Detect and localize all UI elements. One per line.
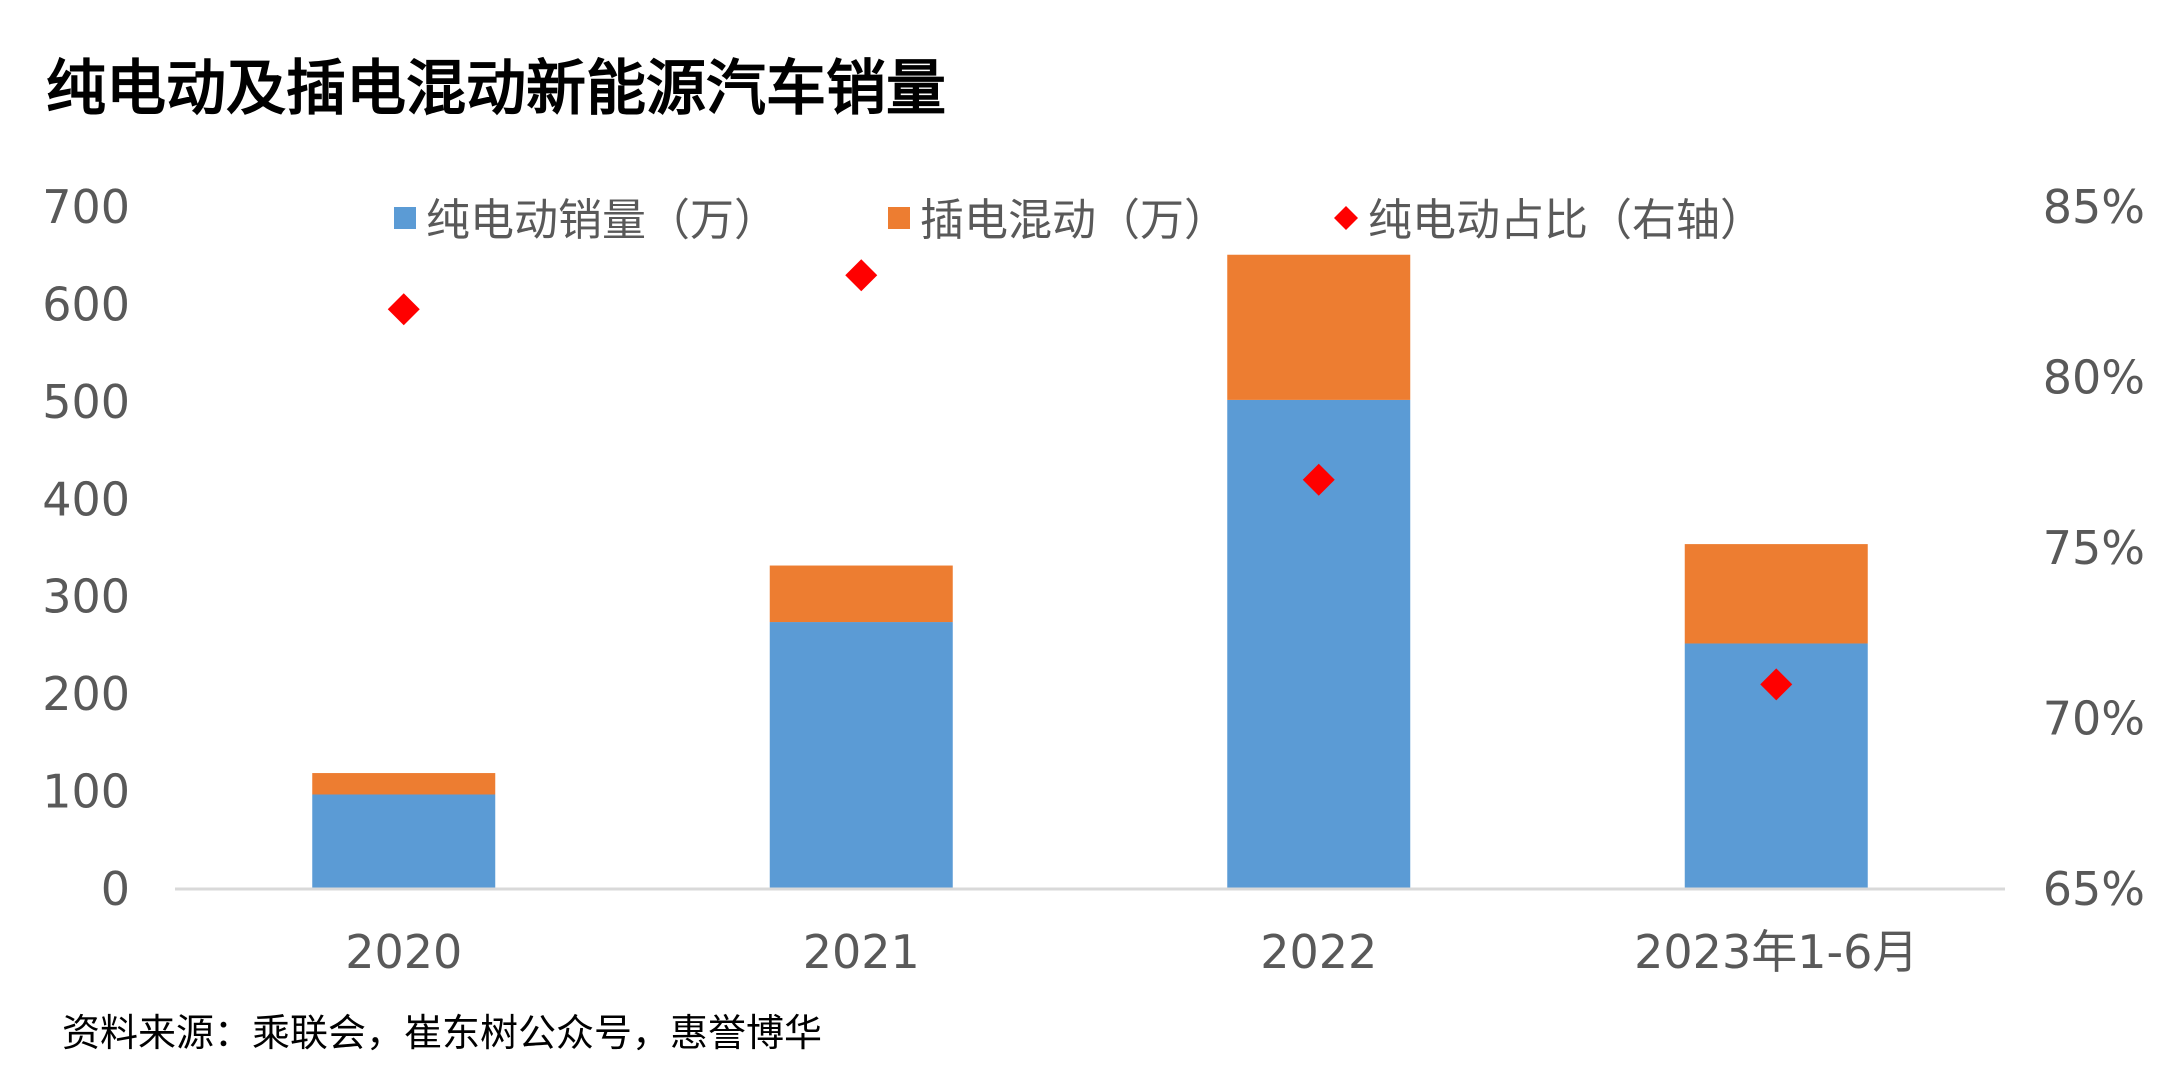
bar-phev-1	[769, 565, 953, 623]
markers-layer	[387, 259, 1793, 701]
left-tick-label-2: 200	[42, 667, 130, 721]
legend: 纯电动销量（万） 插电混动（万） 纯电动占比（右轴）	[394, 195, 1764, 246]
x-axis-ticks: 2020 2021 2022 2023年1-6月	[345, 925, 1918, 979]
right-tick-label-4: 85%	[2043, 180, 2145, 234]
left-tick-label-5: 500	[42, 375, 130, 429]
legend-label-phev: 插电混动（万）	[920, 195, 1228, 246]
left-axis-ticks: 0 100 200 300 400 500 600 700	[42, 180, 130, 916]
marker-share-2	[1302, 463, 1335, 496]
bar-phev-2	[1227, 254, 1411, 400]
bars-layer	[312, 254, 1868, 889]
chart-title: 纯电动及插电混动新能源汽车销量	[46, 54, 946, 124]
right-tick-label-0: 65%	[2043, 862, 2145, 916]
right-tick-label-2: 75%	[2043, 521, 2145, 575]
right-tick-label-3: 80%	[2043, 351, 2145, 405]
x-tick-label-3: 2023年1-6月	[1634, 925, 1918, 979]
marker-share-1	[845, 259, 878, 292]
bar-bev-0	[312, 794, 496, 889]
bar-phev-0	[312, 773, 496, 795]
left-tick-label-0: 0	[101, 862, 130, 916]
source-note: 资料来源：乘联会，崔东树公众号，惠誉博华	[62, 1011, 823, 1055]
legend-label-share: 纯电动占比（右轴）	[1368, 195, 1764, 246]
left-tick-label-7: 700	[42, 180, 130, 234]
x-tick-label-0: 2020	[345, 925, 462, 979]
x-tick-label-1: 2021	[803, 925, 920, 979]
left-tick-label-4: 400	[42, 472, 130, 526]
left-tick-label-1: 100	[42, 765, 130, 819]
right-axis-ticks: 65% 70% 75% 80% 85%	[2043, 180, 2145, 916]
bar-phev-3	[1684, 544, 1868, 644]
x-tick-label-2: 2022	[1260, 925, 1377, 979]
marker-share-3	[1760, 668, 1793, 701]
left-tick-label-6: 600	[42, 277, 130, 331]
marker-share-0	[387, 293, 420, 326]
legend-swatch-phev	[888, 207, 910, 229]
legend-swatch-bev	[394, 207, 416, 229]
right-tick-label-1: 70%	[2043, 692, 2145, 746]
legend-label-bev: 纯电动销量（万）	[426, 195, 778, 246]
left-tick-label-3: 300	[42, 570, 130, 624]
legend-swatch-share	[1334, 206, 1358, 230]
bar-bev-1	[769, 622, 953, 889]
